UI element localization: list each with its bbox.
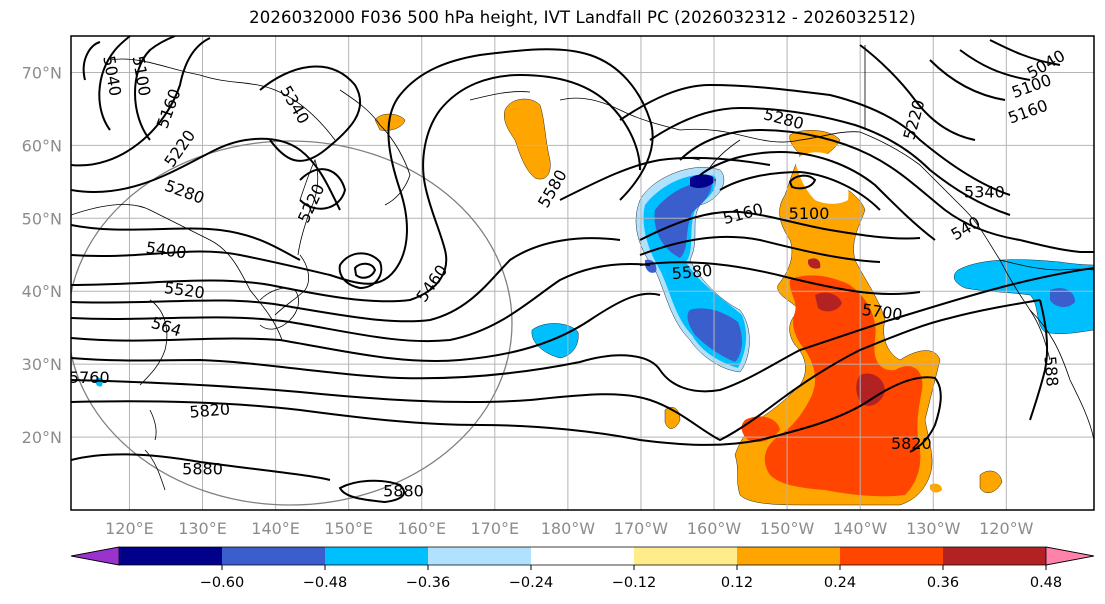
colorbar-segment [325, 547, 429, 565]
contour-label: 5820 [891, 434, 932, 453]
colorbar-segment [634, 547, 738, 565]
contour-label: 5880 [182, 459, 223, 478]
shading-pos-region [815, 292, 842, 312]
colorbar-tick-label: −0.12 [612, 575, 656, 591]
lat-tick-label: 20°N [22, 428, 62, 447]
lat-tick-label: 70°N [22, 63, 62, 82]
map-background [71, 36, 1094, 510]
colorbar-tick-label: −0.24 [509, 575, 553, 591]
lon-tick-label: 160°W [687, 519, 742, 538]
lon-tick-label: 170°E [470, 519, 519, 538]
map-frame [70, 35, 1095, 511]
lat-tick-label: 50°N [22, 209, 62, 228]
contour-label: 588 [1040, 355, 1062, 387]
colorbar-segment [943, 547, 1047, 565]
colorbar-extend-high [1045, 546, 1095, 566]
colorbar-tick-label: −0.36 [406, 575, 450, 591]
lon-tick-label: 150°E [324, 519, 373, 538]
contour-label: 5880 [383, 481, 424, 500]
shading-neg-region [531, 323, 579, 359]
lon-tick-label: 120°W [979, 519, 1034, 538]
colorbar-tick-label: 0.24 [824, 575, 856, 591]
lon-tick-label: 140°E [251, 519, 300, 538]
shading-neg-region [687, 308, 742, 362]
lat-tick-label: 30°N [22, 355, 62, 374]
lon-tick-label: 130°E [178, 519, 227, 538]
colorbar-outline [70, 546, 1095, 566]
lon-tick-label: 180°W [541, 519, 596, 538]
lat-axis: 20°N 30°N 40°N 50°N 60°N 70°N [22, 63, 62, 447]
shading-pos-region [979, 470, 1003, 493]
shading-pos-region [504, 98, 551, 180]
colorbar-tick-label: 0.36 [927, 575, 959, 591]
colorbar-extend-low [70, 546, 120, 566]
height-contours [71, 36, 1094, 504]
lon-tick-label: 130°W [906, 519, 961, 538]
colorbar-segment [428, 547, 532, 565]
contour-label: 5580 [671, 261, 713, 283]
colorbar-segment [737, 547, 841, 565]
colorbar-segment [222, 547, 326, 565]
contour-label: 5820 [189, 399, 231, 421]
shading-pos-region [856, 373, 885, 406]
lat-tick-label: 40°N [22, 282, 62, 301]
lon-tick-label: 140°W [833, 519, 888, 538]
colorbar: −0.60 −0.48 −0.36 −0.24 −0.12 0.12 0.24 0.36 0.4… [70, 546, 1095, 591]
contour-label: 5760 [69, 368, 110, 387]
colorbar-segment [531, 547, 635, 565]
page-title: 2026032000 F036 500 hPa height, IVT Land… [249, 8, 916, 27]
colorbar-tick-label: −0.60 [200, 575, 244, 591]
lon-tick-label: 160°E [397, 519, 446, 538]
shading-neg-region [690, 174, 716, 188]
shading-neg-region [1050, 288, 1075, 308]
lon-tick-label: 120°E [105, 519, 154, 538]
shading-pos-region [741, 416, 780, 442]
contour-label: 5100 [789, 204, 830, 223]
colorbar-tick-label: 0.12 [721, 575, 753, 591]
shading-pos-region [764, 275, 923, 497]
colorbar-tick-label: −0.48 [303, 575, 347, 591]
ivt-shading [95, 98, 1094, 506]
colorbar-tick-label: 0.48 [1030, 575, 1062, 591]
colorbar-segment [119, 547, 223, 565]
lon-tick-label: 170°W [614, 519, 669, 538]
lon-axis: 120°E 130°E 140°E 150°E 160°E 170°E 180°W 170°W… [105, 519, 1034, 538]
range-circle [71, 140, 513, 506]
contour-label: 5340 [964, 182, 1005, 201]
lat-tick-label: 60°N [22, 136, 62, 155]
shading-pos-region [795, 152, 849, 204]
colorbar-segment [840, 547, 944, 565]
lon-tick-label: 150°W [760, 519, 815, 538]
shading-neg-region [654, 181, 712, 258]
shading-neg-region [953, 259, 1094, 334]
shading-pos-region [807, 258, 821, 269]
